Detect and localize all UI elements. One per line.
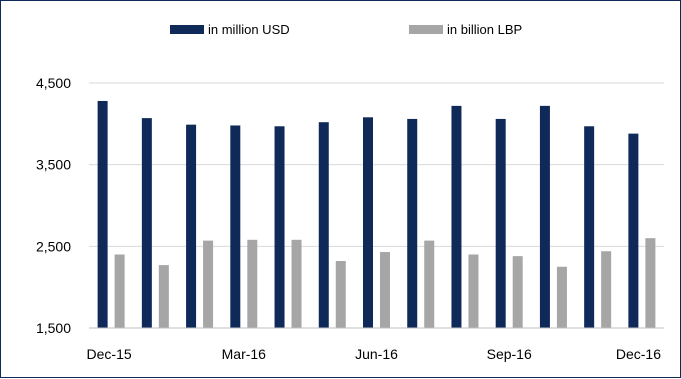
bar-lbp: [203, 240, 214, 328]
legend-label-lbp: in billion LBP: [447, 22, 522, 37]
legend-swatch-lbp: [409, 25, 443, 34]
bar-usd: [318, 122, 329, 328]
legend-label-usd: in million USD: [208, 22, 290, 37]
bar-usd: [141, 118, 152, 328]
bars: [97, 100, 656, 329]
x-tick-label: Dec-15: [87, 346, 132, 362]
bar-usd: [451, 105, 462, 328]
bar-lbp: [424, 240, 435, 328]
y-tick-label: 2,500: [36, 238, 71, 254]
bar-lbp: [247, 239, 258, 328]
bar-usd: [584, 126, 595, 329]
legend: in million USD in billion LBP: [170, 22, 522, 37]
bar-lbp: [512, 256, 523, 328]
bar-lbp: [158, 265, 169, 328]
bar-usd: [230, 125, 241, 328]
bar-usd: [97, 100, 108, 328]
y-axis-tick-labels: 1,500 2,500 3,500 4,500: [36, 75, 71, 336]
bar-lbp: [468, 254, 479, 328]
bar-lbp: [601, 251, 612, 328]
x-tick-label: Dec-16: [616, 346, 661, 362]
bar-lbp: [291, 239, 302, 328]
bar-lbp: [380, 252, 390, 328]
gridlines: [89, 82, 664, 247]
bar-usd: [186, 124, 197, 329]
bar-usd: [407, 118, 418, 328]
x-axis-tick-labels: Dec-15 Mar-16 Jun-16 Sep-16 Dec-16: [87, 346, 662, 362]
y-tick-label: 1,500: [36, 320, 71, 336]
bar-lbp: [114, 254, 125, 328]
y-tick-label: 4,500: [36, 75, 71, 91]
bar-usd: [274, 126, 285, 329]
legend-swatch-usd: [170, 25, 204, 34]
bar-usd: [363, 117, 373, 328]
bar-usd: [628, 133, 639, 328]
bar-lbp: [335, 261, 346, 328]
bar-lbp: [556, 266, 567, 328]
bar-lbp: [645, 238, 656, 328]
bar-usd: [495, 118, 506, 328]
y-tick-label: 3,500: [36, 157, 71, 173]
x-tick-label: Jun-16: [355, 346, 398, 362]
x-tick-label: Sep-16: [487, 346, 532, 362]
x-tick-label: Mar-16: [222, 346, 267, 362]
bar-usd: [539, 105, 550, 328]
